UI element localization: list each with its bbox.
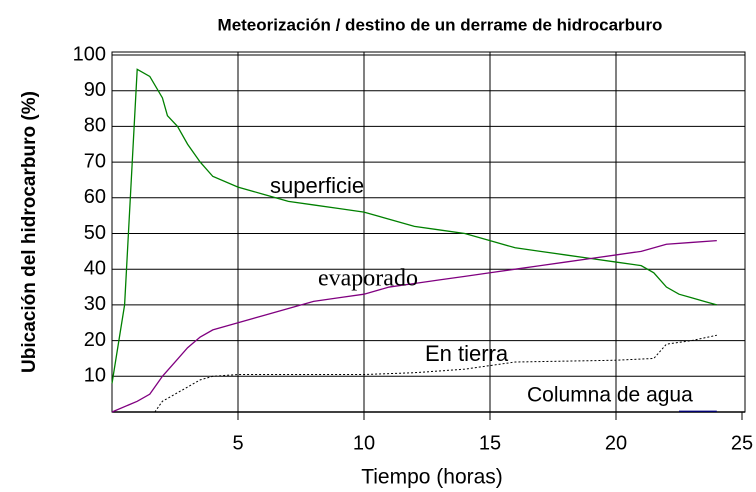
y-tick-label: 50 <box>84 222 106 244</box>
series-line <box>154 334 717 413</box>
x-tick-label: 15 <box>479 432 501 454</box>
y-tick-label: 100 <box>73 43 106 65</box>
y-tick-label: 70 <box>84 150 106 172</box>
chart-title: Meteorización / destino de un derrame de… <box>218 15 663 34</box>
y-tick-label: 30 <box>84 293 106 315</box>
series-label: evaporado <box>318 266 418 292</box>
y-tick-label: 80 <box>84 115 106 137</box>
y-tick-label: 20 <box>84 329 106 351</box>
y-axis-label: Ubicación del hidrocarburo (%) <box>19 91 40 373</box>
series-label: Columna de agua <box>527 384 693 407</box>
x-tick-label: 20 <box>605 432 627 454</box>
y-tick-label: 40 <box>84 257 106 279</box>
x-axis-label: Tiempo (horas) <box>361 466 503 489</box>
series-line <box>111 68 717 384</box>
y-tick-label: 10 <box>84 365 106 387</box>
series-label: superficie <box>270 173 364 198</box>
x-tick-label: 10 <box>353 432 375 454</box>
series-line <box>111 239 717 413</box>
x-tick-label: 25 <box>731 432 753 454</box>
y-tick-label: 60 <box>84 186 106 208</box>
x-tick-label: 5 <box>232 432 243 454</box>
series-label: En tierra <box>425 341 509 366</box>
y-tick-label: 90 <box>84 79 106 101</box>
